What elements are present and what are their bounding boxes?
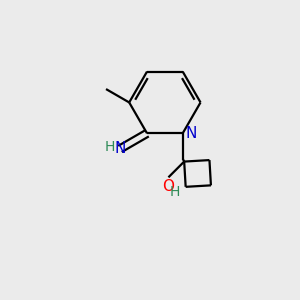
Text: H: H <box>104 140 115 154</box>
Text: N: N <box>185 126 196 141</box>
Text: N: N <box>114 141 126 156</box>
Text: H: H <box>170 185 180 199</box>
Text: O: O <box>162 179 174 194</box>
